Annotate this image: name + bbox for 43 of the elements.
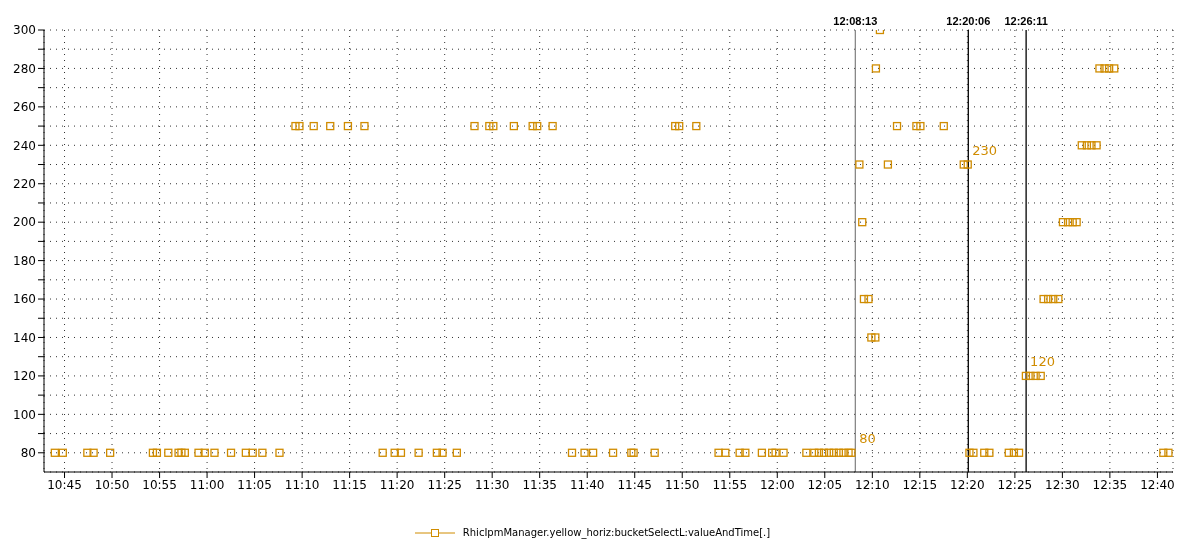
ref-line-label: 12:08:13 bbox=[833, 15, 878, 27]
x-tick-label: 11:00 bbox=[189, 477, 225, 492]
x-tick-label: 11:40 bbox=[569, 477, 605, 492]
x-tick-label: 11:05 bbox=[237, 477, 272, 492]
y-tick-label: 80 bbox=[20, 446, 36, 461]
x-tick-label: 11:30 bbox=[474, 477, 510, 492]
y-tick-label: 200 bbox=[13, 215, 36, 230]
ref-line-label: 12:26:11 bbox=[1004, 15, 1048, 27]
x-tick-label: 12:35 bbox=[1092, 477, 1128, 492]
y-tick-label: 100 bbox=[13, 407, 36, 422]
y-tick-label: 180 bbox=[13, 253, 36, 268]
x-tick-label: 11:15 bbox=[332, 477, 367, 492]
y-tick-label: 160 bbox=[13, 292, 36, 307]
y-tick-label: 240 bbox=[13, 138, 36, 153]
x-tick-label: 12:05 bbox=[807, 477, 843, 492]
x-tick-label: 10:50 bbox=[94, 477, 130, 492]
y-tick-label: 220 bbox=[13, 177, 36, 191]
x-tick-label: 12:10 bbox=[855, 477, 890, 492]
legend-label: RhicIpmManager.yellow_horiz:bucketSelectL:valueAndTime[.] bbox=[462, 527, 771, 538]
y-tick-label: 140 bbox=[13, 330, 36, 345]
y-tick-label: 280 bbox=[13, 61, 36, 76]
x-tick-label: 10:55 bbox=[142, 477, 177, 492]
x-tick-label: 11:35 bbox=[522, 477, 557, 492]
x-tick-label: 11:20 bbox=[379, 477, 415, 492]
y-tick-label: 260 bbox=[13, 100, 36, 115]
ref-line-label: 12:20:06 bbox=[946, 15, 991, 27]
annotation: 80 bbox=[859, 430, 876, 446]
x-tick-label: 12:30 bbox=[1045, 477, 1080, 492]
x-tick-label: 11:10 bbox=[284, 477, 320, 492]
x-tick-label: 10:45 bbox=[47, 477, 82, 492]
x-tick-label: 11:45 bbox=[617, 477, 653, 492]
x-tick-label: 12:00 bbox=[759, 477, 795, 492]
x-tick-label: 12:40 bbox=[1140, 477, 1175, 492]
x-tick-label: 11:50 bbox=[664, 477, 700, 492]
x-tick-label: 12:20 bbox=[950, 477, 985, 492]
annotation: 230 bbox=[972, 142, 998, 158]
y-tick-label: 120 bbox=[13, 369, 36, 384]
annotation: 120 bbox=[1030, 353, 1055, 369]
x-tick-label: 11:25 bbox=[427, 477, 462, 492]
x-tick-label: 12:15 bbox=[902, 477, 938, 492]
x-tick-label: 12:25 bbox=[997, 477, 1033, 492]
y-tick-label: 300 bbox=[13, 23, 36, 38]
x-tick-label: 11:55 bbox=[712, 477, 748, 492]
